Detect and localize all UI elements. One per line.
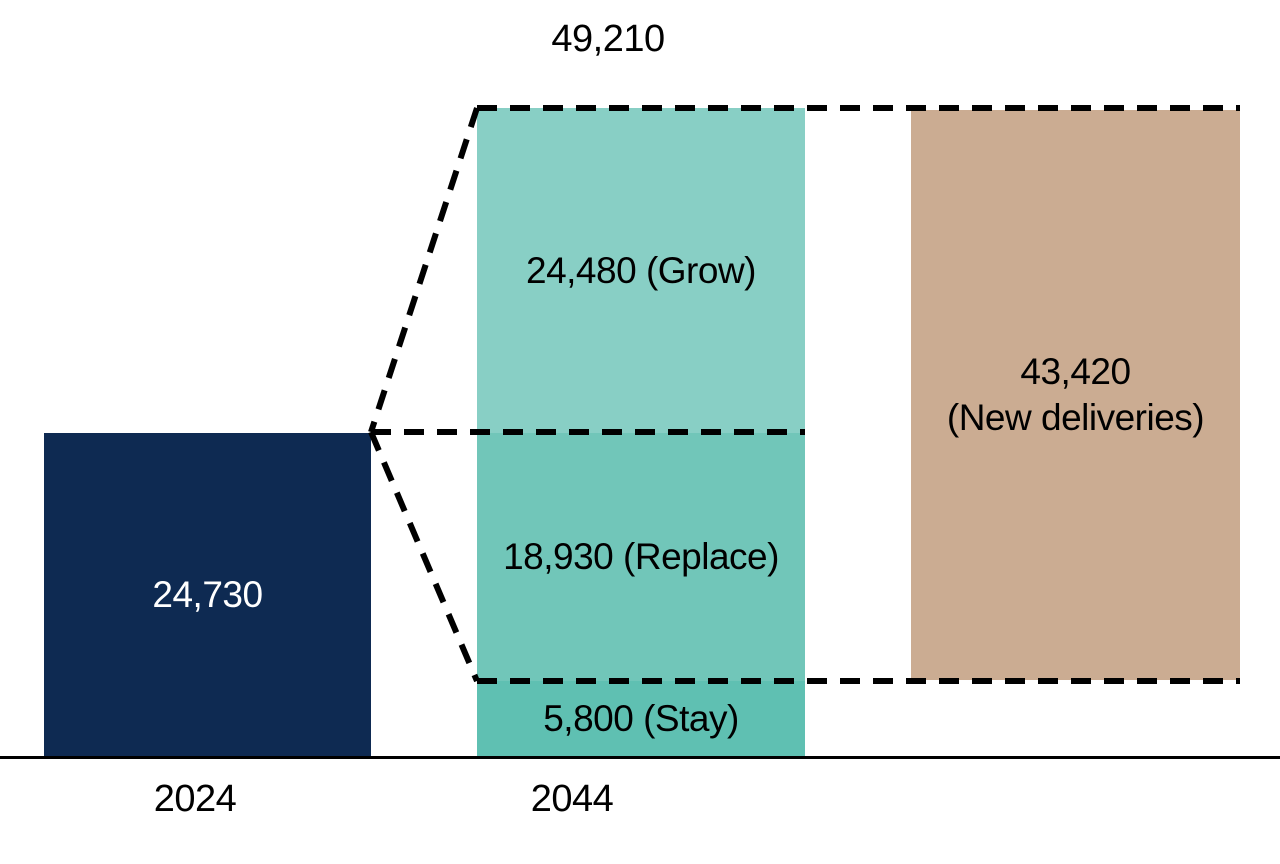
new-deliveries-name-label: (New deliveries) (946, 397, 1205, 438)
total-2044-label: 49,210 (551, 18, 665, 60)
bar-2024: 24,730 (44, 433, 371, 756)
new-deliveries-value-label: 43,420 (1020, 350, 1131, 392)
bar-2044-segment-stay: 5,800 (Stay) (477, 681, 805, 756)
bar-2044-segment-grow: 24,480 (Grow) (477, 108, 805, 433)
dashed-line-diagonal-lower (368, 430, 480, 683)
bar-2024-value-label: 24,730 (152, 573, 263, 615)
x-axis-label-2024: 2024 (153, 778, 237, 820)
bar-new-deliveries: 43,420 (New deliveries) (911, 110, 1240, 680)
dashed-line-diagonal-upper (368, 107, 480, 433)
segment-replace-label: 18,930 (Replace) (503, 536, 779, 577)
x-axis-baseline (0, 756, 1280, 759)
bar-2044-segment-replace: 18,930 (Replace) (477, 433, 805, 681)
x-axis-label-2044: 2044 (530, 778, 614, 820)
segment-grow-label: 24,480 (Grow) (526, 249, 757, 291)
segment-stay-label: 5,800 (Stay) (543, 697, 739, 739)
